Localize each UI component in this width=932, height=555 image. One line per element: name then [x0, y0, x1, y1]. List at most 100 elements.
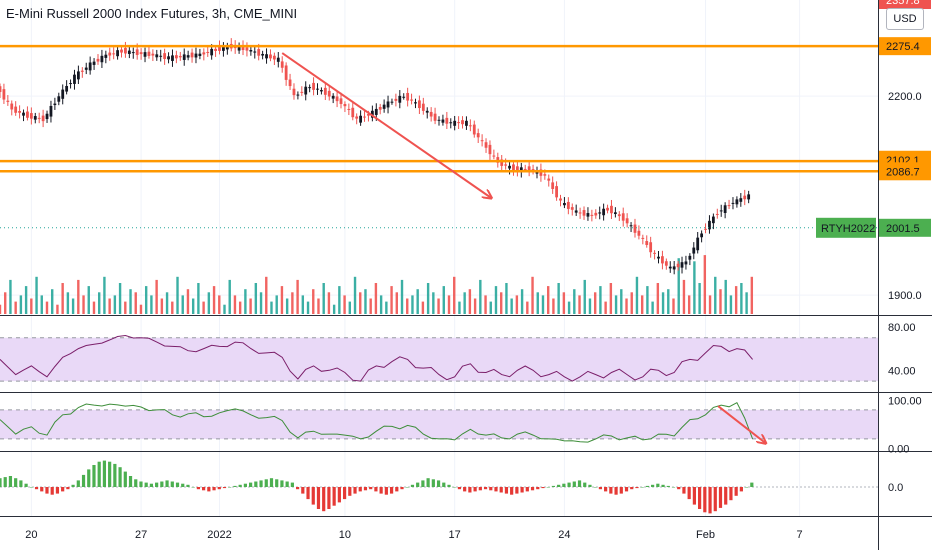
- candle-body: [370, 110, 374, 118]
- macd-bar: [515, 487, 519, 494]
- macd-bar: [207, 487, 211, 492]
- candle-body: [488, 144, 492, 155]
- candle-body: [523, 168, 527, 170]
- candle-body: [406, 92, 410, 101]
- macd-bar: [718, 487, 723, 508]
- candle-body: [49, 105, 53, 117]
- volume-bar: [353, 276, 357, 314]
- candle-body: [18, 110, 21, 113]
- volume-bar: [56, 304, 59, 314]
- candle-body: [296, 94, 300, 96]
- candle-body: [515, 166, 519, 171]
- candle-body: [645, 241, 649, 245]
- macd-bar: [24, 483, 28, 487]
- currency-selector[interactable]: USD: [886, 8, 924, 30]
- candle-body: [566, 201, 570, 209]
- macd-bar: [577, 480, 582, 487]
- macd-bar: [692, 487, 696, 505]
- candle-body: [253, 51, 257, 53]
- macd-bar: [630, 487, 634, 490]
- macd-bar: [739, 487, 743, 492]
- candle-body: [143, 52, 147, 57]
- candle-body: [37, 117, 41, 119]
- candle-body: [61, 89, 65, 99]
- candle-body: [727, 205, 731, 207]
- macd-bar: [405, 487, 409, 488]
- volume-bar: [322, 283, 325, 314]
- volume-bar: [129, 289, 132, 314]
- macd-bar: [363, 487, 368, 491]
- macd-bar: [337, 487, 341, 503]
- macd-bar: [562, 483, 566, 487]
- volume-bar: [30, 298, 33, 314]
- candle-body: [26, 111, 29, 118]
- macd-bar: [160, 481, 164, 487]
- candle-body: [531, 169, 535, 171]
- volume-bar: [275, 295, 278, 314]
- candle-body: [127, 50, 131, 54]
- candle-body: [508, 165, 511, 169]
- candle-body: [676, 263, 680, 268]
- candle-body: [457, 122, 460, 124]
- macd-bar: [494, 487, 498, 492]
- macd-bar: [269, 478, 274, 487]
- candle-body: [715, 213, 719, 215]
- candle-body: [120, 49, 123, 53]
- candle-body: [151, 53, 155, 56]
- volume-bar: [583, 279, 586, 314]
- candle-body: [367, 113, 370, 116]
- macd-bar: [342, 487, 347, 500]
- volume-bar: [207, 292, 211, 314]
- candle-body: [53, 103, 57, 106]
- macd-bar: [358, 487, 362, 492]
- candle-body: [719, 210, 723, 212]
- candle-body: [280, 61, 284, 68]
- candle-body: [331, 95, 335, 99]
- volume-bar: [390, 286, 393, 314]
- volume-bar: [599, 286, 602, 314]
- macd-bar: [510, 487, 514, 495]
- candle-body: [684, 261, 688, 265]
- time-axis-label: 10: [339, 529, 351, 541]
- volume-bar: [92, 301, 96, 314]
- candle-body: [174, 55, 178, 59]
- volume-bar: [640, 295, 644, 314]
- volume-bar: [719, 289, 722, 314]
- candle-body: [104, 54, 108, 58]
- candle-body: [696, 237, 700, 251]
- volume-bar: [317, 298, 320, 314]
- volume-bar: [421, 301, 425, 314]
- volume-bar: [473, 298, 477, 314]
- volume-bar: [176, 276, 179, 314]
- stoch-line: [0, 402, 754, 443]
- macd-bar: [468, 487, 472, 493]
- candle-body: [343, 104, 347, 107]
- candle-body: [206, 51, 210, 53]
- macd-bar: [259, 480, 263, 487]
- rsi-band: [0, 337, 878, 382]
- candle-body: [484, 142, 488, 148]
- volume-bar: [113, 295, 117, 314]
- candle-body: [465, 120, 468, 126]
- candle-body: [351, 107, 355, 118]
- macd-bar: [744, 487, 749, 488]
- candle-body: [304, 86, 308, 95]
- candle-body: [225, 46, 229, 50]
- macd-bar: [635, 487, 639, 489]
- price-axis-label: 2200.0: [888, 91, 922, 103]
- candle-body: [519, 167, 523, 173]
- candle-body: [578, 212, 582, 214]
- candle-body: [124, 47, 127, 54]
- candle-body: [480, 140, 484, 142]
- volume-bar: [693, 261, 696, 314]
- price-badge-level-bg: [879, 37, 931, 56]
- volume-bar: [97, 292, 101, 314]
- candle-body: [76, 71, 80, 80]
- candle-body: [171, 55, 174, 61]
- time-axis-label: 27: [135, 529, 147, 541]
- volume-bar: [291, 292, 294, 314]
- candle-body: [210, 48, 214, 56]
- macd-bar: [651, 484, 655, 487]
